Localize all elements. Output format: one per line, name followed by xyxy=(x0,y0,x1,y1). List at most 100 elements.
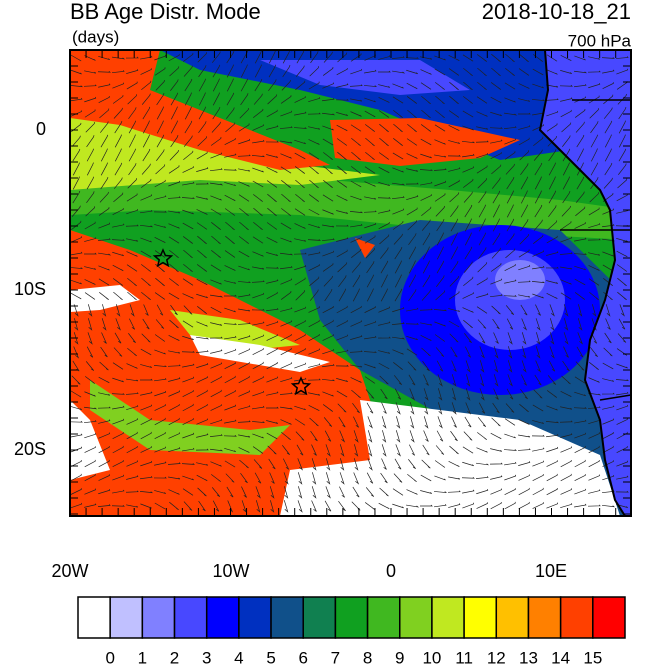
wind-barb xyxy=(490,263,502,272)
wind-barb xyxy=(449,81,459,91)
wind-barb xyxy=(294,166,306,174)
wind-barb xyxy=(534,176,542,190)
wind-barb xyxy=(98,83,111,88)
wind-barb xyxy=(112,377,124,383)
wind-barb xyxy=(280,153,292,159)
wind-barb xyxy=(211,51,221,63)
wind-barb xyxy=(154,250,166,258)
wind-barb xyxy=(604,162,613,176)
wind-barb xyxy=(378,84,391,88)
wind-barb xyxy=(71,375,81,385)
colorbar: 0 1 2 3 4 5 6 7 8 9 10 11 12 13 14 15 xyxy=(77,596,626,667)
wind-barb xyxy=(364,110,376,118)
wind-barb xyxy=(128,107,137,120)
wind-barb xyxy=(72,162,80,176)
wind-barb xyxy=(590,121,599,134)
wind-barb xyxy=(349,211,364,214)
wind-barb xyxy=(168,210,181,214)
wind-barb xyxy=(182,166,194,173)
wind-barb xyxy=(126,69,139,74)
wind-barb xyxy=(535,318,541,331)
wind-barb xyxy=(464,416,472,428)
wind-barb xyxy=(252,266,265,270)
wind-barb xyxy=(113,291,123,301)
wind-barb xyxy=(562,360,570,372)
wind-barb xyxy=(126,238,139,242)
wind-barb xyxy=(602,504,616,508)
wind-barb xyxy=(280,222,292,230)
wind-barb xyxy=(589,362,599,371)
wind-barb xyxy=(294,265,307,271)
wind-barb xyxy=(590,177,599,190)
wind-barb xyxy=(477,319,487,329)
wind-barb xyxy=(521,318,528,331)
wind-barb xyxy=(588,392,602,396)
wind-barb xyxy=(559,84,573,87)
wind-barb xyxy=(450,205,459,217)
wind-barb xyxy=(350,195,362,201)
wind-barb xyxy=(420,153,432,159)
wind-barb xyxy=(266,308,279,312)
wind-barb xyxy=(322,66,334,76)
wind-barb xyxy=(393,138,403,146)
wind-barb xyxy=(592,304,597,317)
wind-barb xyxy=(476,306,488,314)
wind-barb xyxy=(209,336,223,339)
wind-barb xyxy=(588,459,600,468)
wind-barb xyxy=(168,489,180,495)
colorbar-label: 10 xyxy=(422,648,441,667)
wind-barb xyxy=(196,209,208,215)
wind-barb xyxy=(182,475,194,481)
colorbar-box xyxy=(109,596,144,639)
wind-barb xyxy=(112,405,125,410)
wind-barb xyxy=(294,320,306,327)
wind-barb xyxy=(224,307,236,313)
wind-barb xyxy=(588,95,600,104)
wind-barb xyxy=(366,274,374,288)
wind-barb xyxy=(492,232,501,246)
wind-barb xyxy=(349,350,363,353)
wind-barb xyxy=(337,403,347,413)
wind-barb xyxy=(462,110,474,118)
wind-barb xyxy=(392,349,404,355)
wind-barb xyxy=(448,124,460,132)
wind-barb xyxy=(602,474,615,481)
wind-barb xyxy=(168,165,180,174)
wind-barb xyxy=(476,165,488,174)
wind-barb xyxy=(433,491,448,494)
wind-barb xyxy=(437,416,443,429)
wind-barb xyxy=(577,318,583,331)
wind-barb xyxy=(604,148,612,162)
wind-barb xyxy=(169,319,179,329)
wind-barb xyxy=(140,194,152,201)
wind-barb xyxy=(140,250,152,258)
wind-barb xyxy=(184,92,192,106)
wind-barb xyxy=(562,135,571,147)
wind-barb xyxy=(588,377,600,383)
wind-barb xyxy=(364,376,376,384)
wind-barb xyxy=(435,95,445,105)
wind-barb xyxy=(548,162,556,176)
wind-barb xyxy=(126,193,138,202)
wind-barb xyxy=(153,365,168,368)
wind-barb xyxy=(394,288,403,302)
wind-barb xyxy=(559,252,573,255)
land xyxy=(540,50,631,516)
wind-barb xyxy=(575,121,585,133)
wind-barb xyxy=(322,98,335,102)
wind-barb xyxy=(535,360,542,373)
wind-barb xyxy=(407,220,418,231)
wind-barb xyxy=(140,364,153,368)
wind-barb xyxy=(559,420,573,423)
wind-barb xyxy=(478,191,487,204)
wind-barb xyxy=(168,476,181,480)
wind-barb xyxy=(493,332,499,344)
wind-barb xyxy=(294,362,307,369)
wind-barb xyxy=(238,348,250,355)
wind-barb xyxy=(308,152,320,160)
wind-barb xyxy=(433,309,448,312)
wind-barb xyxy=(535,346,541,359)
wind-barb xyxy=(181,463,195,465)
wind-barb xyxy=(378,97,390,103)
wind-barb xyxy=(406,307,419,312)
